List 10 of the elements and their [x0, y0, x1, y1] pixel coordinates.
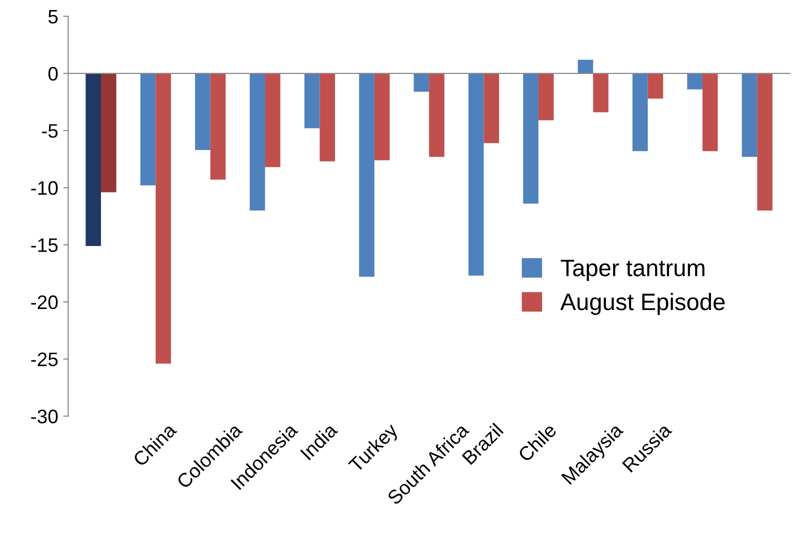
y-tick-label: 0	[48, 66, 58, 81]
y-tick-label: -20	[31, 295, 58, 310]
y-tick-label: -25	[31, 352, 58, 366]
y-tick-label: -30	[31, 410, 58, 424]
legend-label: August Episode	[560, 292, 725, 315]
y-tick-label: 5	[48, 10, 58, 24]
legend-label: Taper tantrum	[560, 260, 704, 281]
y-tick-label: -10	[31, 181, 58, 195]
y-tick-label: -5	[42, 124, 58, 138]
y-tick-label: -15	[31, 238, 58, 252]
